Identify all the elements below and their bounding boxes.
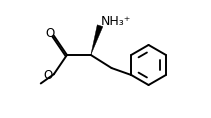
Polygon shape [91, 25, 103, 55]
Text: O: O [44, 69, 53, 82]
Text: O: O [45, 27, 55, 40]
Text: NH₃⁺: NH₃⁺ [100, 15, 131, 28]
